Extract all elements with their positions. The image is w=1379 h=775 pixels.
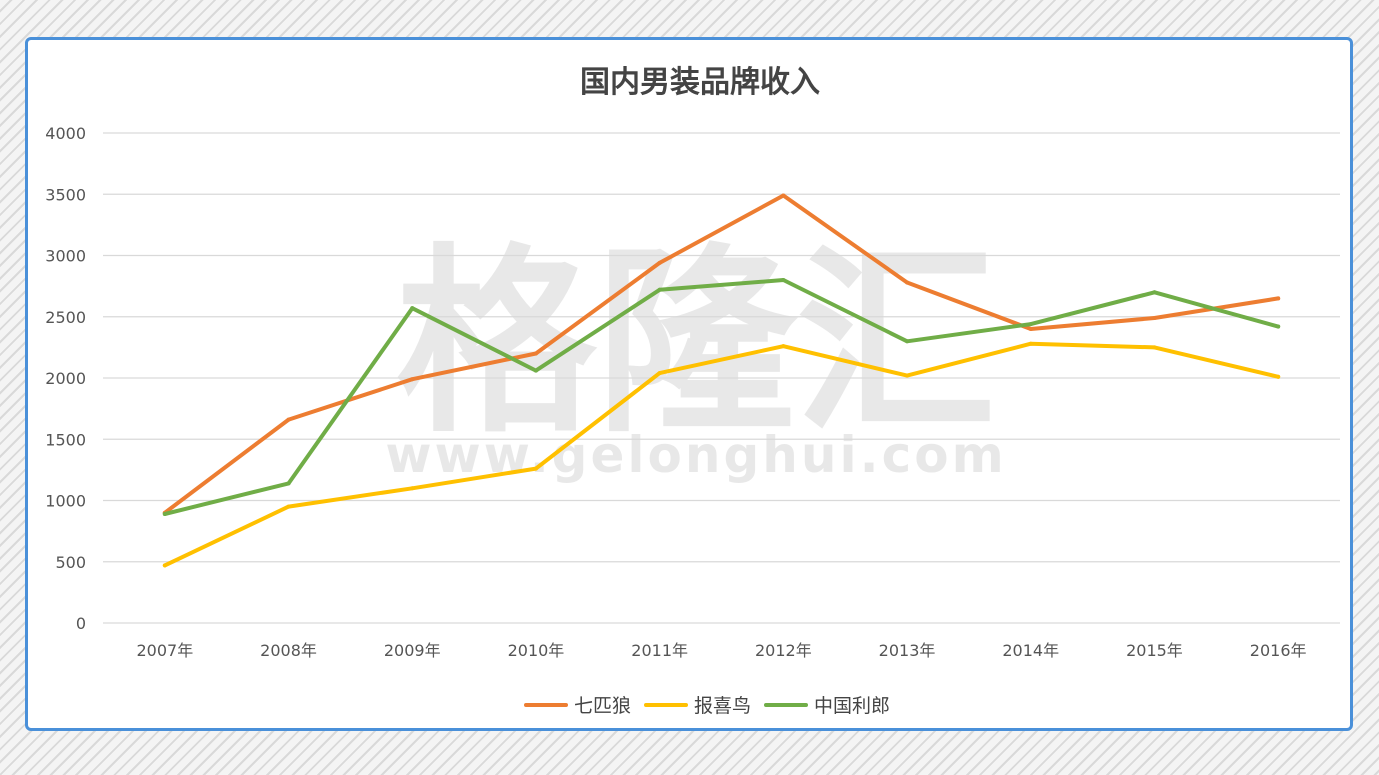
data-point	[410, 306, 415, 311]
data-point	[533, 351, 538, 356]
x-tick-label: 2009年	[384, 641, 441, 660]
x-tick-label: 2011年	[631, 641, 688, 660]
data-point	[1276, 324, 1281, 329]
y-tick-label: 2000	[45, 369, 86, 388]
data-point	[533, 466, 538, 471]
data-point	[1028, 341, 1033, 346]
grid-lines	[103, 132, 1340, 624]
data-point	[162, 511, 167, 516]
x-tick-label: 2010年	[508, 641, 565, 660]
chart-frame: 格隆汇 www.gelonghui.com 国内男装品牌收入 0 500 1000 1…	[25, 37, 1353, 731]
y-tick-label: 3000	[45, 247, 86, 266]
legend-label-1: 七匹狼	[574, 695, 631, 717]
data-point	[1028, 322, 1033, 327]
y-axis-ticks: 0 500 1000 1500 2000 2500 3000 3500 4000	[45, 124, 86, 633]
legend-label-2: 报喜鸟	[694, 695, 751, 717]
data-point	[781, 278, 786, 282]
data-point	[286, 481, 291, 486]
data-point	[1152, 290, 1157, 295]
data-point	[410, 377, 415, 382]
y-tick-label: 1500	[45, 430, 86, 449]
data-point	[1152, 345, 1157, 350]
series-lines	[162, 193, 1281, 568]
y-tick-label: 4000	[45, 124, 86, 143]
data-point	[533, 368, 538, 373]
watermark: 格隆汇 www.gelonghui.com	[385, 227, 1006, 484]
x-tick-label: 2015年	[1126, 641, 1183, 660]
data-point	[286, 417, 291, 422]
data-point	[657, 260, 662, 265]
x-tick-label: 2007年	[136, 641, 193, 660]
data-point	[1152, 315, 1157, 320]
y-tick-label: 0	[76, 614, 86, 633]
series-line-3	[162, 278, 1281, 516]
data-point	[905, 339, 910, 344]
x-tick-label: 2014年	[1002, 641, 1059, 660]
data-point	[781, 344, 786, 349]
y-tick-label: 2500	[45, 308, 86, 327]
x-tick-label: 2016年	[1250, 641, 1307, 660]
y-tick-label: 1000	[45, 492, 86, 511]
chart-title: 国内男装品牌收入	[580, 65, 820, 100]
data-point	[1276, 374, 1281, 379]
data-point	[657, 371, 662, 376]
series-line-1	[162, 193, 1281, 515]
data-point	[905, 280, 910, 285]
data-point	[657, 287, 662, 292]
watermark-logo: 格隆汇	[396, 227, 996, 460]
x-tick-label: 2008年	[260, 641, 317, 660]
data-point	[162, 563, 167, 568]
watermark-url: www.gelonghui.com	[385, 426, 1006, 484]
y-tick-label: 3500	[45, 185, 86, 204]
data-point	[286, 504, 291, 509]
data-point	[781, 193, 786, 198]
legend-label-3: 中国利郎	[814, 695, 890, 717]
series-line-2	[162, 341, 1281, 568]
data-point	[1276, 296, 1281, 301]
line-chart: 格隆汇 www.gelonghui.com 国内男装品牌收入 0 500 1000 1…	[45, 65, 1340, 717]
data-point	[1028, 327, 1033, 331]
y-tick-label: 500	[55, 553, 86, 572]
x-tick-label: 2013年	[879, 641, 936, 660]
x-tick-label: 2012年	[755, 641, 812, 660]
data-point	[905, 373, 910, 378]
x-axis-ticks: 2007年 2008年 2009年 2010年 2011年 2012年 2013年 2014年…	[136, 641, 1306, 660]
legend: 七匹狼 报喜鸟 中国利郎	[524, 695, 890, 717]
data-point	[410, 486, 415, 491]
